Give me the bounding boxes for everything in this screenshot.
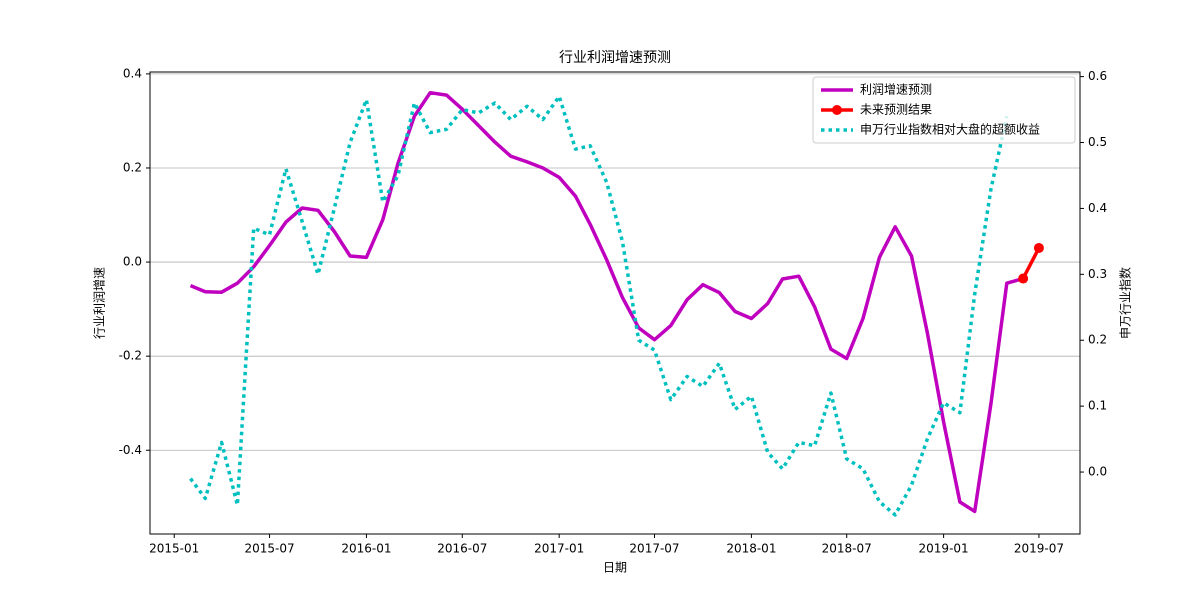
y-axis-label: 行业利润增速	[93, 267, 107, 339]
y2-tick-label: 0.0	[1088, 465, 1107, 479]
y-tick-label: -0.4	[119, 443, 142, 457]
y2-axis-label: 申万行业指数	[1118, 267, 1133, 339]
x-tick-label: 2017-01	[534, 542, 584, 556]
y-tick-label: 0.4	[123, 66, 142, 80]
x-axis-label: 日期	[603, 561, 627, 575]
x-tick-label: 2018-01	[726, 542, 776, 556]
x-tick-label: 2018-07	[822, 542, 872, 556]
x-tick-label: 2016-07	[437, 542, 487, 556]
y2-tick-label: 0.3	[1088, 267, 1107, 281]
x-tick-label: 2019-01	[919, 542, 969, 556]
x-tick-label: 2017-07	[629, 542, 679, 556]
x-tick-label: 2019-07	[1014, 542, 1064, 556]
legend-box	[812, 76, 1076, 144]
x-tick-label: 2016-01	[341, 542, 391, 556]
y-tick-label: -0.2	[119, 349, 142, 363]
y2-tick-label: 0.1	[1088, 399, 1107, 413]
y2-tick-label: 0.4	[1088, 201, 1107, 215]
series-marker	[1018, 273, 1029, 284]
legend-label: 未来预测结果	[860, 103, 932, 117]
series-line	[189, 94, 1009, 517]
chart-title: 行业利润增速预测	[559, 50, 671, 66]
series-line	[1021, 247, 1041, 280]
series-line	[189, 90, 1024, 514]
y-tick-label: 0.2	[123, 160, 142, 174]
series-marker	[1033, 242, 1044, 253]
x-tick-label: 2015-01	[149, 542, 199, 556]
legend-marker	[832, 105, 842, 115]
legend-label: 利润增速预测	[860, 83, 932, 97]
y2-tick-label: 0.5	[1088, 135, 1107, 149]
y-tick-label: 0.0	[123, 255, 142, 269]
x-tick-label: 2015-07	[244, 542, 294, 556]
y2-tick-label: 0.2	[1088, 333, 1107, 347]
legend-label: 申万行业指数相对大盘的超额收益	[860, 122, 1040, 137]
plot-frame	[149, 71, 1081, 535]
y2-tick-label: 0.6	[1088, 69, 1107, 83]
